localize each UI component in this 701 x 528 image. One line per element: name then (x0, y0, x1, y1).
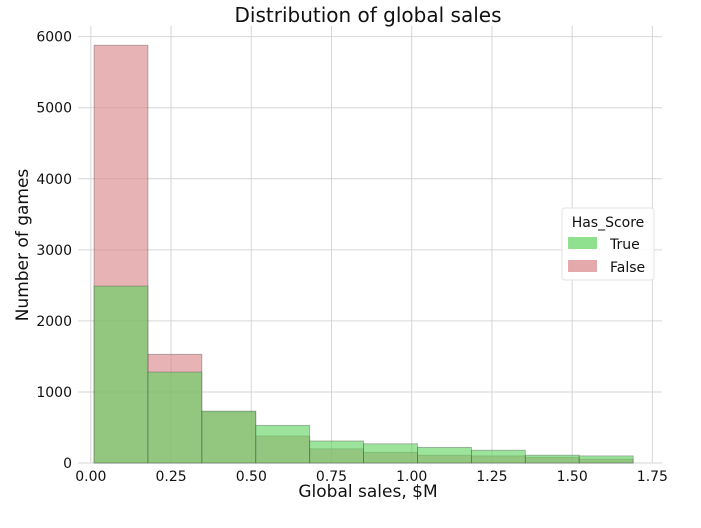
legend-swatch-false (568, 260, 597, 272)
bar-true (309, 440, 364, 464)
y-tick-label: 1000 (36, 385, 72, 401)
legend: Has_Score True False (561, 207, 655, 281)
x-axis-label: Global sales, $M (298, 482, 437, 502)
bar-true (578, 455, 634, 464)
x-tick-label: 1.00 (396, 469, 427, 485)
y-tick-label: 3000 (36, 243, 72, 259)
x-tick-label: 0.50 (236, 469, 267, 485)
x-tick-label: 0.00 (75, 469, 106, 485)
bar-true (417, 446, 472, 464)
bars (93, 44, 634, 464)
bar-true (524, 454, 580, 464)
bar-true (147, 371, 203, 464)
bar-true (363, 443, 418, 464)
x-tick-label: 1.25 (476, 469, 507, 485)
legend-title: Has_Score (572, 215, 645, 231)
bar-true (201, 410, 257, 464)
y-tick-label: 0 (63, 456, 72, 472)
y-tick-label: 5000 (36, 101, 72, 117)
y-tick-label: 6000 (36, 30, 72, 46)
x-tick-label: 1.50 (557, 469, 588, 485)
x-tick-label: 1.75 (637, 469, 668, 485)
y-tick-label: 4000 (36, 172, 72, 188)
y-tick-label: 2000 (36, 314, 72, 330)
legend-swatch-true (568, 237, 597, 249)
tick-labels: 0.00 0.25 0.50 0.75 1.00 1.25 1.50 1.75 0 1000 200… (36, 30, 668, 485)
bar-true (470, 449, 526, 464)
legend-label-false: False (610, 260, 645, 276)
bar-true (255, 424, 311, 464)
x-tick-label: 0.25 (155, 469, 186, 485)
chart-title: Distribution of global sales (235, 3, 502, 27)
grid (78, 26, 662, 464)
legend-label-true: True (609, 237, 640, 253)
bar-true (93, 285, 149, 464)
x-tick-label: 0.75 (316, 469, 347, 485)
y-axis-label: Number of games (13, 169, 33, 322)
